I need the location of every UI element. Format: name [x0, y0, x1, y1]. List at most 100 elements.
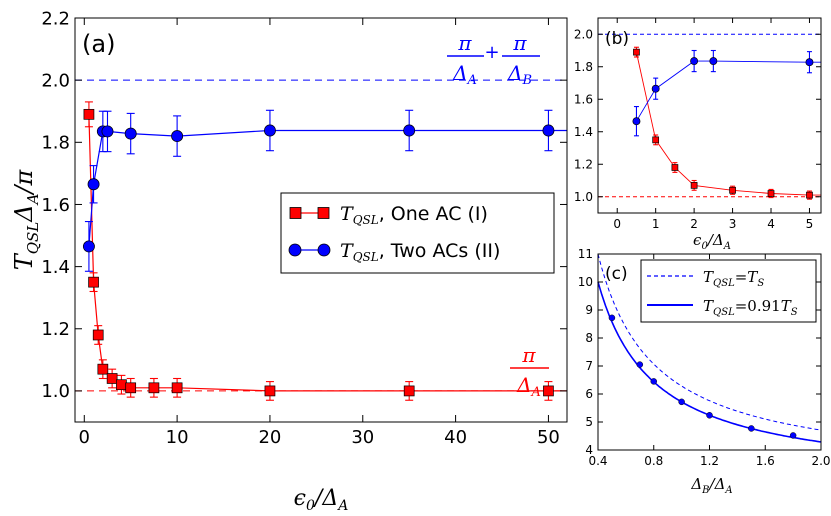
- panel-a-point-circle: [542, 124, 555, 137]
- panel-a-ytick-label: 1.0: [41, 381, 70, 402]
- panel-b-series-line-1: [636, 60, 821, 122]
- panel-a-point-square: [403, 385, 415, 397]
- panel-b-label: (b): [605, 29, 629, 49]
- panel-a-point-circle: [171, 130, 184, 143]
- panel-a-frame: [74, 17, 568, 423]
- panel-a-point-square: [116, 379, 127, 391]
- panel-a-ytick-label: 1.4: [41, 257, 70, 278]
- panel-c-xtick-label: 0.8: [644, 454, 663, 468]
- panel-b-series-line-0: [635, 52, 821, 196]
- panel-c-legend-entry-1: TQSL=TS: [703, 268, 764, 289]
- panel-c-point: [650, 378, 657, 385]
- panel-c-ytick-label: 6: [585, 387, 593, 401]
- annotation-red-num: π: [521, 343, 536, 367]
- legend-entry-blue: TQSL, Two ACs (II): [340, 240, 500, 264]
- panel-c-xtick-label: 1.6: [756, 454, 775, 468]
- panel-b-xtick-label: 4: [767, 217, 775, 231]
- panel-a-point-square: [83, 108, 95, 120]
- panel-c-ytick-label: 5: [585, 415, 593, 429]
- panel-a-xlabel: ϵ0/ΔA: [294, 486, 349, 514]
- panel-c-legend-entry-2: TQSL=0.91TS: [703, 297, 798, 318]
- annotation-blue-den2: ΔB: [507, 61, 532, 88]
- panel-a-label: (a): [82, 30, 115, 58]
- panel-b-xlabel: ϵ0/ΔA: [693, 231, 731, 252]
- panel-c-ytick-label: 8: [585, 331, 593, 345]
- panel-b-point-square: [806, 191, 813, 199]
- panel-a-xtick-label: 0: [79, 427, 90, 448]
- panel-b-point-square: [690, 182, 698, 189]
- panel-b-xtick-label: 5: [806, 217, 814, 231]
- panel-c-legend-box: [640, 259, 817, 323]
- panel-c-xlabel: ΔB/ΔA: [690, 475, 732, 496]
- panel-c-ytick-label: 11: [578, 247, 593, 261]
- panel-a-point-circle: [82, 240, 95, 253]
- panel-c-legend: TQSL=TS TQSL=0.91TS: [640, 259, 817, 323]
- panel-a-point-square: [88, 276, 99, 288]
- panel-b-point-square: [671, 164, 679, 171]
- panel-a-point-circle: [403, 124, 416, 137]
- panel-c-label: (c): [605, 264, 628, 284]
- annotation-blue-num2: π: [512, 31, 527, 55]
- panel-b-ytick-label: 1.4: [574, 125, 593, 139]
- panel-a-point-square: [148, 382, 160, 394]
- panel-c: 0.4 0.8 1.2 1.6 2.0 4 5 6 7 8 9 10 11 (c) TQSL=TS TQ…: [578, 247, 831, 496]
- panel-c-ytick-label: 9: [585, 303, 593, 317]
- panel-a-xtick-label: 40: [444, 427, 467, 448]
- panel-c-point: [608, 314, 616, 322]
- panel-b-point-square: [767, 190, 775, 197]
- legend-marker-red-2: [317, 207, 330, 219]
- annotation-red-den: ΔA: [516, 373, 541, 400]
- panel-a-point-square: [97, 363, 109, 375]
- panel-c-ytick-label: 10: [578, 275, 593, 289]
- panel-c-point: [789, 432, 797, 439]
- panel-c-curve-dashed: [597, 253, 822, 431]
- panel-c-ytick-label: 7: [585, 359, 593, 373]
- panel-a-point-circle: [87, 178, 100, 191]
- panel-c-xtick-label: 0.4: [588, 454, 607, 468]
- panel-b-ytick-label: 1.2: [574, 157, 593, 171]
- legend-entry-red: TQSL, One AC (I): [340, 203, 488, 227]
- panel-b-ytick-label: 2.0: [574, 27, 593, 41]
- panel-b-ytick-label: 1.8: [574, 60, 593, 74]
- panel-a-xtick-label: 20: [258, 427, 281, 448]
- annotation-red: π ΔA: [510, 343, 549, 400]
- panel-b-xtick-label: 3: [729, 217, 737, 231]
- panel-c-ticks: 0.4 0.8 1.2 1.6 2.0 4 5 6 7 8 9 10 11: [578, 247, 831, 468]
- panel-b-frame: [597, 17, 822, 214]
- panel-a-ytick-label: 2.0: [41, 70, 70, 91]
- legend-marker-blue-2: [317, 243, 331, 257]
- panel-a-point-circle: [124, 127, 137, 140]
- legend-box: [280, 192, 555, 274]
- panel-b-point-square: [729, 186, 736, 194]
- panel-a-point-circle: [101, 125, 114, 138]
- panel-a-xtick-label: 30: [351, 427, 374, 448]
- panel-a-point-square: [171, 382, 183, 394]
- annotation-blue-num1: π: [457, 31, 472, 55]
- panel-a-ytick-label: 1.6: [41, 195, 70, 216]
- panel-c-marks: [597, 253, 822, 443]
- legend-marker-blue-1: [288, 243, 302, 257]
- panel-a-point-square: [543, 385, 554, 397]
- panel-a-ytick-label: 1.2: [41, 319, 70, 340]
- panel-a-series-line-1: [88, 129, 567, 247]
- panel-c-point: [748, 425, 755, 432]
- panel-b-xtick-label: 1: [652, 217, 660, 231]
- panel-b-marks: [598, 33, 821, 200]
- panel-a-ytick-label: 2.2: [41, 8, 70, 29]
- panel-b-point-square: [652, 136, 660, 144]
- panel-a-point-square: [92, 329, 104, 341]
- panel-c-ytick-label: 4: [585, 443, 593, 457]
- panel-a-point-square: [264, 385, 276, 397]
- annotation-blue: π ΔA + π ΔB: [447, 31, 540, 88]
- panel-b-point-square: [633, 48, 640, 56]
- panel-a-xtick-label: 50: [537, 427, 560, 448]
- panel-a: 0 10 20 30 40 50 1.0 1.2 1.4 1.6 1.8 2.0 2.2 (a) TQS…: [10, 8, 568, 514]
- panel-a-marks: [75, 79, 567, 401]
- panel-b-point-circle: [805, 58, 814, 67]
- panel-c-xtick-label: 2.0: [811, 454, 830, 468]
- panel-a-ylabel: TQSLΔA/π: [10, 168, 42, 270]
- panel-a-xtick-label: 10: [166, 427, 189, 448]
- panel-c-point: [636, 361, 644, 368]
- panel-b-ticks: 0 1 2 3 4 5 1.0 1.2 1.4 1.6 1.8 2.0: [574, 18, 821, 231]
